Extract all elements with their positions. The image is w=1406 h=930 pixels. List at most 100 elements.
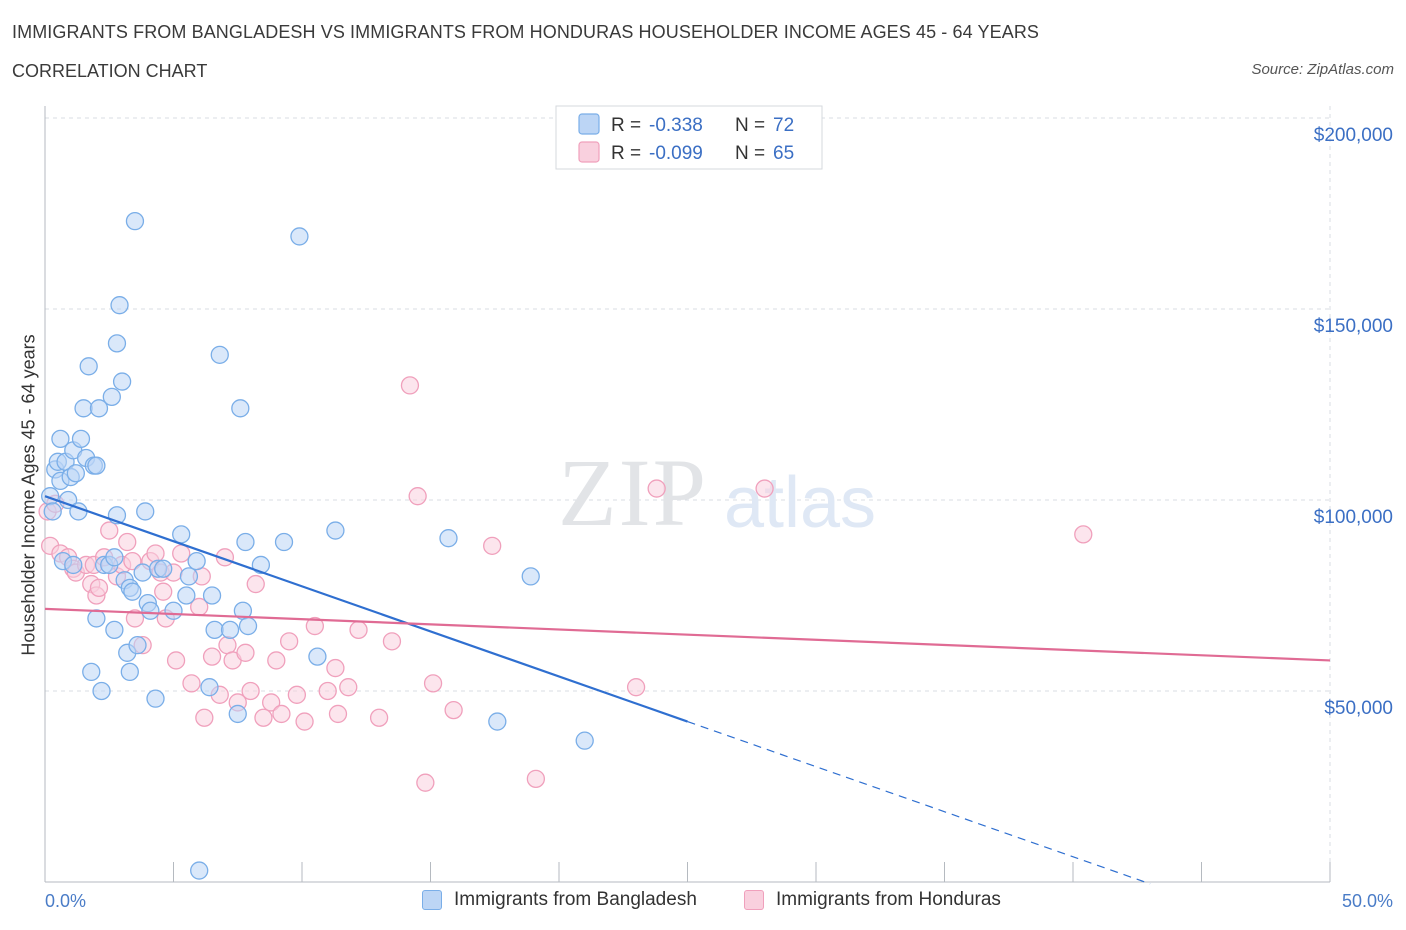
point-honduras-48	[305, 616, 325, 636]
point-honduras-50	[326, 658, 345, 678]
point-bangladesh-71	[575, 731, 594, 750]
point-bangladesh-39	[128, 636, 147, 655]
point-honduras-65	[647, 479, 666, 498]
point-honduras-55	[382, 632, 402, 651]
y-tick-label-3: $200,000	[1314, 125, 1393, 146]
point-bangladesh-46	[154, 559, 173, 578]
axes	[44, 106, 1331, 883]
y-tick-label-2: $150,000	[1314, 316, 1393, 337]
point-honduras-63	[626, 678, 646, 697]
point-honduras-31	[195, 708, 214, 727]
point-bangladesh-48	[172, 525, 191, 544]
point-honduras-21	[146, 544, 165, 563]
legend-r-label-bangladesh: R =	[611, 115, 641, 136]
point-bangladesh-20	[87, 456, 106, 475]
stats-legend: R = -0.338 N = 72 R = -0.099 N = 65	[555, 105, 823, 170]
point-bangladesh-65	[290, 227, 309, 246]
point-bangladesh-22	[89, 399, 109, 418]
point-bangladesh-43	[141, 601, 160, 620]
point-bangladesh-0	[40, 487, 60, 506]
point-honduras-54	[369, 708, 389, 727]
point-honduras-16	[118, 532, 137, 552]
point-honduras-66	[755, 479, 774, 498]
point-bangladesh-64	[274, 532, 294, 552]
y-tick-label-0: $50,000	[1324, 698, 1393, 719]
point-honduras-62	[526, 769, 546, 789]
point-honduras-58	[416, 773, 435, 792]
point-bangladesh-11	[64, 555, 83, 575]
point-bangladesh-18	[82, 662, 101, 682]
point-bangladesh-67	[326, 521, 345, 540]
point-bangladesh-51	[187, 551, 206, 571]
point-bangladesh-69	[488, 712, 507, 731]
point-bangladesh-40	[133, 563, 152, 582]
point-honduras-64	[1074, 525, 1093, 544]
point-bangladesh-27	[105, 548, 124, 567]
x-tick-label-max: 50.0%	[1341, 891, 1393, 911]
point-honduras-42	[262, 693, 281, 712]
point-bangladesh-14	[71, 429, 91, 449]
point-honduras-56	[400, 376, 420, 395]
point-bangladesh-12	[66, 464, 85, 483]
source-credit: Source: ZipAtlas.com	[1251, 61, 1394, 78]
legend-r-label-honduras: R =	[611, 143, 641, 164]
point-bangladesh-1	[43, 502, 62, 521]
point-honduras-40	[246, 574, 265, 594]
chart-subtitle: CORRELATION CHART	[12, 61, 208, 81]
x-tick-label-min: 0.0%	[45, 891, 87, 911]
point-honduras-32	[202, 647, 222, 666]
legend-item-bangladesh[interactable]: Immigrants from Bangladesh	[422, 889, 697, 911]
y-tick-label-1: $100,000	[1314, 507, 1393, 528]
chart-title: IMMIGRANTS FROM BANGLADESH VS IMMIGRANTS…	[12, 22, 1040, 42]
point-bangladesh-35	[120, 662, 139, 682]
point-bangladesh-21	[87, 609, 106, 628]
point-bangladesh-54	[202, 586, 222, 605]
point-honduras-18	[125, 609, 145, 628]
point-bangladesh-55	[205, 620, 224, 640]
point-bangladesh-66	[308, 647, 327, 666]
watermark-atlas: atlas	[724, 463, 876, 543]
point-bangladesh-17	[79, 357, 98, 376]
point-bangladesh-62	[238, 616, 258, 636]
point-bangladesh-4	[51, 429, 70, 449]
point-bangladesh-52	[190, 861, 209, 880]
legend-r-value-honduras: -0.099	[649, 143, 703, 164]
point-honduras-44	[272, 704, 291, 724]
point-honduras-51	[328, 704, 348, 724]
legend-r-value-bangladesh: -0.338	[649, 115, 703, 136]
legend-marker-honduras	[744, 890, 764, 910]
legend-n-value-honduras: 65	[773, 143, 794, 164]
trend-line-honduras	[44, 607, 1331, 662]
legend-marker-bangladesh	[422, 890, 442, 910]
point-honduras-11	[89, 578, 109, 598]
trend-line-bangladesh	[44, 495, 688, 723]
point-honduras-41	[254, 708, 273, 727]
point-bangladesh-63	[251, 555, 271, 575]
point-honduras-47	[295, 712, 314, 731]
point-honduras-39	[241, 681, 260, 701]
point-bangladesh-68	[439, 529, 458, 548]
point-bangladesh-61	[236, 532, 255, 552]
legend-swatch-honduras	[578, 141, 600, 163]
point-bangladesh-15	[74, 399, 93, 418]
point-honduras-49	[318, 681, 337, 701]
point-honduras-35	[218, 636, 237, 655]
point-honduras-17	[123, 551, 142, 571]
legend-item-honduras[interactable]: Immigrants from Honduras	[744, 889, 1001, 911]
point-bangladesh-28	[105, 620, 124, 640]
point-bangladesh-41	[136, 502, 155, 521]
point-bangladesh-59	[231, 399, 250, 418]
point-bangladesh-32	[112, 372, 132, 391]
watermark-zip: ZIP	[558, 439, 708, 546]
point-bangladesh-49	[177, 586, 196, 605]
point-honduras-52	[339, 678, 358, 697]
point-honduras-61	[483, 536, 502, 555]
point-honduras-59	[423, 674, 443, 693]
point-honduras-27	[172, 544, 191, 563]
point-honduras-23	[154, 582, 173, 601]
point-bangladesh-53	[200, 678, 219, 697]
legend-label-bangladesh: Immigrants from Bangladesh	[454, 889, 697, 910]
point-bangladesh-29	[107, 334, 127, 353]
point-honduras-38	[236, 643, 255, 662]
